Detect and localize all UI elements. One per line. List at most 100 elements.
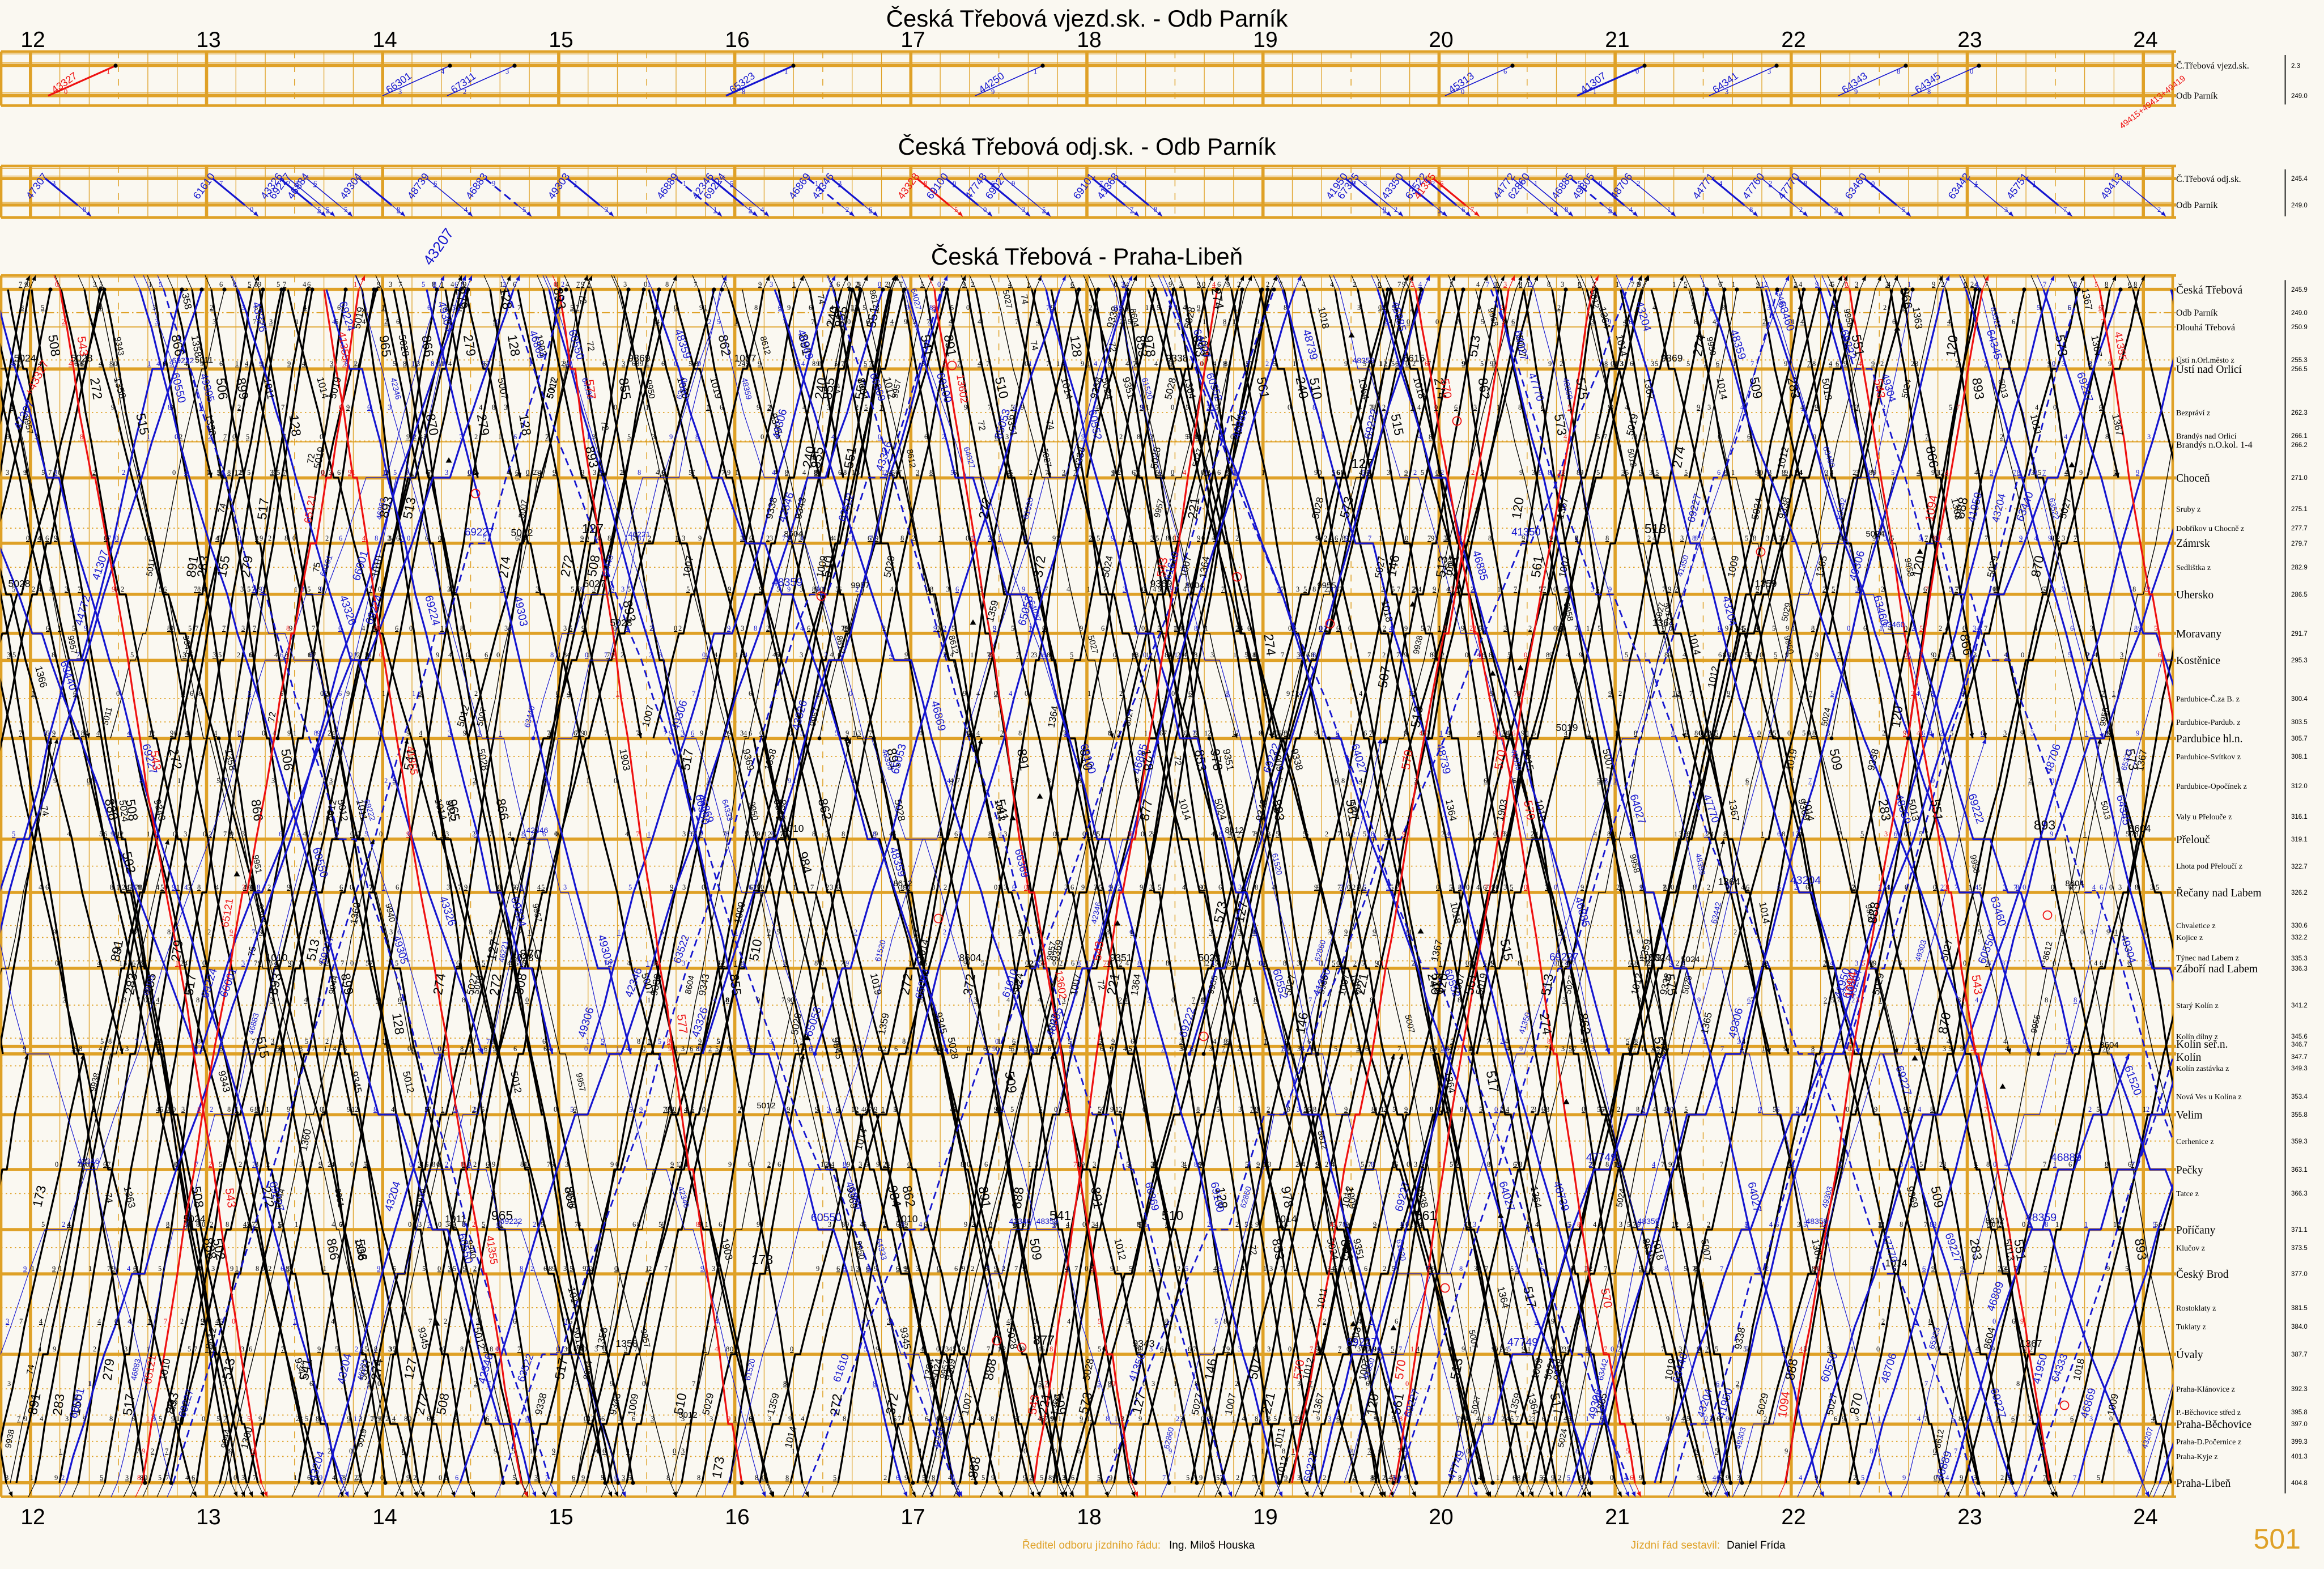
svg-text:8: 8 — [812, 360, 815, 368]
svg-text:6: 6 — [991, 180, 995, 188]
svg-text:4: 4 — [1858, 360, 1862, 368]
svg-text:3: 3 — [1150, 534, 1154, 542]
svg-text:9: 9 — [904, 1265, 908, 1273]
svg-text:4: 4 — [1213, 1038, 1217, 1045]
svg-text:3: 3 — [242, 883, 245, 891]
svg-text:1: 1 — [351, 1105, 355, 1113]
svg-text:3: 3 — [1561, 1380, 1564, 1388]
svg-text:3: 3 — [534, 1474, 538, 1482]
svg-text:3: 3 — [1591, 585, 1594, 593]
svg-text:0: 0 — [1142, 1105, 1146, 1113]
svg-text:7: 7 — [1367, 1345, 1370, 1353]
svg-text:250.9: 250.9 — [2291, 324, 2308, 331]
svg-text:7: 7 — [1808, 777, 1812, 785]
svg-text:2: 2 — [1823, 959, 1826, 967]
svg-text:6: 6 — [133, 1265, 137, 1273]
svg-text:6: 6 — [1630, 360, 1633, 368]
svg-text:8: 8 — [1987, 959, 1991, 967]
svg-text:4: 4 — [831, 433, 835, 441]
svg-text:9: 9 — [903, 883, 907, 891]
svg-text:8: 8 — [1517, 1474, 1520, 1482]
svg-text:6: 6 — [483, 360, 487, 368]
svg-text:9: 9 — [787, 585, 791, 593]
svg-text:2: 2 — [1939, 624, 1942, 632]
svg-text:9: 9 — [54, 534, 57, 542]
svg-text:3: 3 — [445, 1221, 449, 1228]
svg-text:9: 9 — [1286, 1045, 1290, 1053]
svg-text:7: 7 — [1281, 585, 1284, 593]
svg-text:69227: 69227 — [465, 526, 494, 538]
svg-text:5: 5 — [1421, 1160, 1424, 1168]
svg-text:5: 5 — [1039, 959, 1042, 967]
svg-text:5: 5 — [569, 624, 572, 632]
svg-text:8: 8 — [1050, 1345, 1053, 1353]
svg-text:2: 2 — [237, 403, 241, 411]
svg-text:5: 5 — [305, 1038, 308, 1045]
svg-text:7: 7 — [1045, 469, 1048, 477]
svg-text:6: 6 — [1307, 1105, 1311, 1113]
svg-text:6: 6 — [396, 883, 399, 891]
svg-text:2: 2 — [2116, 777, 2119, 785]
svg-text:4: 4 — [890, 585, 894, 593]
svg-text:2: 2 — [1323, 1317, 1326, 1325]
svg-text:7: 7 — [1162, 1474, 1166, 1482]
svg-text:0: 0 — [1348, 624, 1352, 632]
svg-text:0: 0 — [1346, 830, 1349, 838]
svg-text:1: 1 — [351, 1447, 355, 1455]
svg-text:0: 0 — [1465, 1221, 1469, 1228]
svg-text:9: 9 — [1785, 651, 1788, 659]
svg-text:2: 2 — [1118, 469, 1121, 477]
svg-text:6: 6 — [1863, 624, 1867, 632]
svg-text:8: 8 — [314, 1474, 317, 1482]
svg-text:6: 6 — [572, 1474, 575, 1482]
svg-text:1: 1 — [1173, 624, 1176, 632]
svg-text:9: 9 — [758, 360, 761, 368]
svg-text:8: 8 — [755, 1474, 758, 1482]
svg-text:5: 5 — [159, 1415, 162, 1423]
svg-text:332.2: 332.2 — [2291, 934, 2308, 941]
svg-text:4: 4 — [1916, 1045, 1920, 1053]
svg-text:2: 2 — [883, 1474, 887, 1482]
svg-text:0: 0 — [1437, 1105, 1440, 1113]
svg-text:1: 1 — [764, 830, 767, 838]
svg-text:0: 0 — [555, 830, 559, 838]
svg-text:72: 72 — [585, 341, 596, 352]
svg-text:7: 7 — [458, 304, 462, 312]
svg-text:5: 5 — [1802, 729, 1805, 737]
svg-text:5: 5 — [482, 959, 485, 967]
svg-text:2: 2 — [943, 928, 946, 936]
svg-text:2: 2 — [943, 624, 946, 632]
svg-text:4: 4 — [273, 729, 277, 737]
svg-text:5: 5 — [482, 360, 485, 368]
svg-text:4: 4 — [2034, 534, 2038, 542]
svg-text:0: 0 — [1524, 651, 1527, 659]
svg-text:5: 5 — [717, 959, 720, 967]
svg-text:4: 4 — [2033, 469, 2037, 477]
svg-text:5: 5 — [344, 206, 347, 214]
svg-text:8: 8 — [1312, 1221, 1316, 1228]
svg-text:8: 8 — [1048, 1474, 1052, 1482]
svg-text:2: 2 — [1794, 883, 1798, 891]
svg-text:9: 9 — [1493, 729, 1496, 737]
svg-text:2: 2 — [354, 1474, 358, 1482]
svg-text:5: 5 — [921, 1345, 925, 1353]
svg-text:2: 2 — [1940, 729, 1943, 737]
svg-text:Řečany nad Labem: Řečany nad Labem — [2176, 887, 2262, 899]
svg-text:8: 8 — [342, 1474, 346, 1482]
svg-text:6: 6 — [632, 1415, 635, 1423]
svg-text:4: 4 — [861, 1317, 865, 1325]
svg-text:1: 1 — [1115, 1105, 1119, 1113]
svg-text:4: 4 — [1094, 360, 1098, 368]
svg-text:128: 128 — [497, 287, 515, 311]
svg-text:5: 5 — [686, 585, 690, 593]
svg-text:1: 1 — [705, 1221, 708, 1228]
svg-text:1: 1 — [1380, 959, 1384, 967]
svg-text:2: 2 — [386, 1045, 389, 1053]
svg-text:8: 8 — [812, 830, 815, 838]
svg-text:9: 9 — [1314, 883, 1318, 891]
svg-text:5: 5 — [218, 534, 222, 542]
svg-text:8: 8 — [397, 206, 400, 214]
svg-text:2: 2 — [767, 403, 771, 411]
svg-text:6: 6 — [867, 1265, 870, 1273]
svg-text:6: 6 — [542, 1038, 546, 1045]
